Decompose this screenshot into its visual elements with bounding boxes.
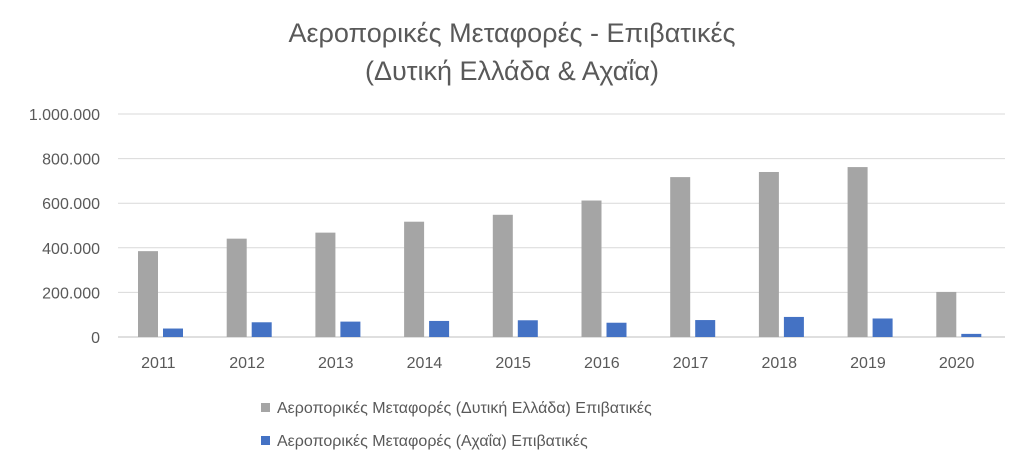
y-tick-label: 800.000 [42,152,100,169]
y-axis-tick-labels: 0 200.000 400.000 600.000 800.000 1.000.000 [29,107,100,347]
y-tick-label: 1.000.000 [29,107,100,124]
x-tick-label: 2015 [495,355,531,372]
bar-achaia [340,321,361,337]
bar-dytiki-ellada [758,171,779,337]
x-tick-label: 2018 [761,355,797,372]
x-tick-label: 2020 [939,355,975,372]
y-tick-label: 200.000 [42,285,100,302]
bar-dytiki-ellada [581,200,602,337]
legend-label-achaia: Αεροπορικές Μεταφορές (Αχαΐα) Επιβατικές [277,433,588,450]
chart-title-line-2: (Δυτική Ελλάδα & Αχαΐα) [365,56,659,86]
bar-dytiki-ellada [226,238,247,337]
legend-swatch-dytiki-ellada [261,403,270,412]
bar-achaia [163,328,183,337]
legend: Αεροπορικές Μεταφορές (Δυτική Ελλάδα) Επ… [261,400,652,450]
x-axis-tick-labels: 2011 2012 2013 2014 2015 2016 2017 2018 2019 2020 [141,355,974,372]
bar-dytiki-ellada [492,214,513,337]
x-tick-label: 2017 [673,355,709,372]
bar-dytiki-ellada [315,232,336,337]
y-tick-label: 400.000 [42,241,100,258]
bar-achaia [872,318,893,337]
x-tick-label: 2016 [584,355,620,372]
bar-achaia [429,320,450,337]
legend-swatch-achaia [261,436,270,445]
bar-achaia [961,333,982,337]
x-tick-label: 2013 [318,355,354,372]
bar-dytiki-ellada [138,251,158,337]
bar-dytiki-ellada [670,177,691,337]
legend-label-dytiki-ellada: Αεροπορικές Μεταφορές (Δυτική Ελλάδα) Επ… [277,400,652,417]
bar-achaia [606,322,627,337]
chart-title-line-1: Αεροπορικές Μεταφορές - Επιβατικές [288,18,735,48]
x-tick-label: 2014 [407,355,443,372]
bar-achaia [783,316,804,337]
bar-dytiki-ellada [936,291,957,337]
bar-achaia [695,320,716,337]
gridlines [118,113,1005,338]
bar-dytiki-ellada [404,221,425,337]
x-tick-label: 2011 [141,355,176,372]
bar-dytiki-ellada [847,167,868,337]
bars [138,167,982,337]
bar-achaia [251,322,272,337]
x-tick-label: 2012 [229,355,265,372]
y-tick-label: 600.000 [42,196,100,213]
x-tick-label: 2019 [850,355,886,372]
y-tick-label: 0 [91,330,100,347]
bar-achaia [517,320,538,337]
